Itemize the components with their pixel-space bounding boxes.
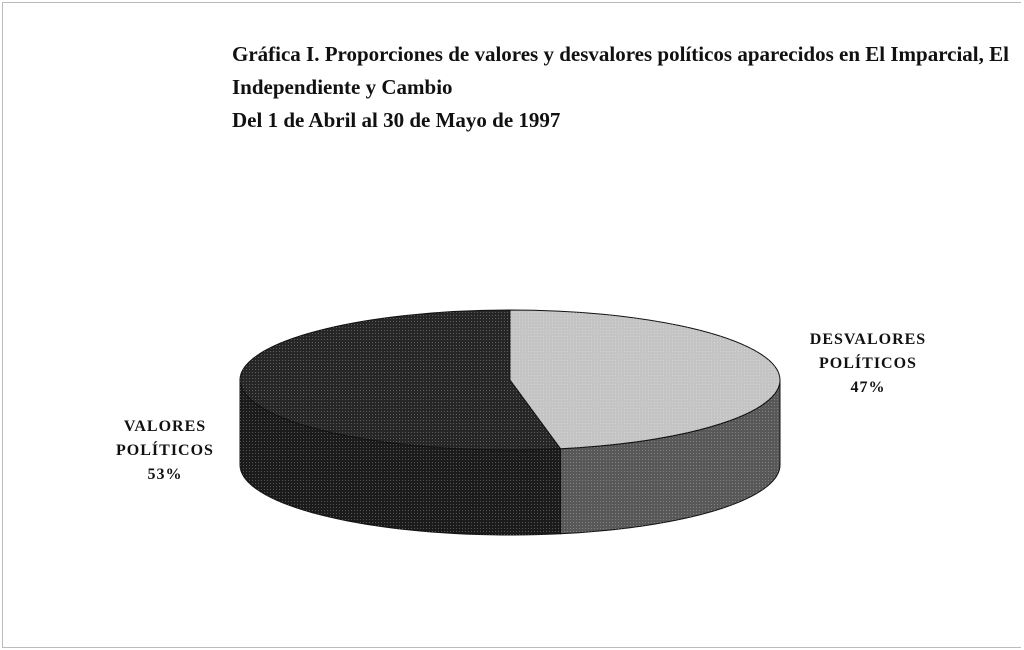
slice-texture [510,310,781,449]
slice-texture [240,380,561,535]
slice-category: VALORES POLÍTICOS [116,418,214,459]
slice-category: DESVALORES POLÍTICOS [809,331,927,372]
slice-value-label: 47% [850,379,886,396]
slice-label: VALORES POLÍTICOS 53% [90,415,240,487]
chart-subtitle: Del 1 de Abril al 30 de Mayo de 1997 [232,108,561,132]
chart-title: Gráfica I. Proporciones de valores y des… [232,42,1009,99]
slice-label: DESVALORES POLÍTICOS 47% [793,328,943,400]
slice-value-label: 53% [147,466,183,483]
slice-texture [560,380,780,534]
slice-texture [240,310,561,450]
